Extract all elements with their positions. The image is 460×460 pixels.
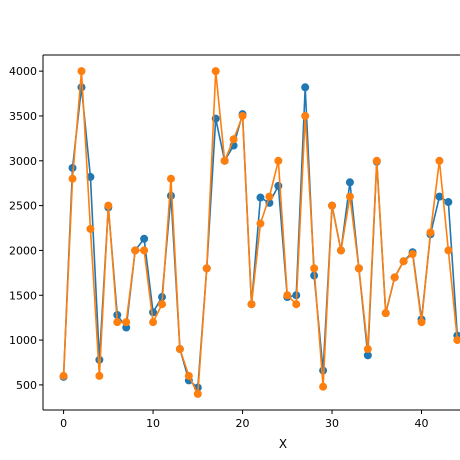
y-tick-label: 500 xyxy=(16,379,37,392)
series-2-point xyxy=(104,201,113,210)
series-1-point xyxy=(274,181,283,190)
series-2-point xyxy=(211,67,220,76)
series-1-point xyxy=(256,193,265,202)
series-1-point xyxy=(140,234,149,243)
series-2-point xyxy=(131,246,140,255)
x-tick-label: 20 xyxy=(236,417,250,430)
series-2-point xyxy=(113,318,122,327)
series-2-point xyxy=(354,264,363,273)
series-2-point xyxy=(408,250,417,259)
series-2-point xyxy=(238,111,247,120)
series-2-point xyxy=(363,345,372,354)
series-2-point xyxy=(417,318,426,327)
series-2-point xyxy=(283,291,292,300)
series-1-point xyxy=(301,83,310,92)
y-tick-label: 3500 xyxy=(9,110,37,123)
series-2-point xyxy=(301,111,310,120)
series-2-point xyxy=(381,309,390,318)
series-1-point xyxy=(95,355,104,364)
series-1-point xyxy=(86,172,95,181)
series-2-point xyxy=(86,224,95,233)
x-tick-label: 10 xyxy=(146,417,160,430)
series-2-point xyxy=(345,192,354,201)
y-tick-label: 1500 xyxy=(9,289,37,302)
x-tick-label: 30 xyxy=(325,417,339,430)
series-2-point xyxy=(310,264,319,273)
x-axis-ticks: 0 10 20 30 40 xyxy=(60,410,429,430)
series-2-point xyxy=(220,156,229,165)
series-1-line xyxy=(62,86,459,389)
series-2-point xyxy=(453,336,460,345)
series-2-point xyxy=(319,382,328,391)
series-2-point xyxy=(328,201,337,210)
series-2-point xyxy=(140,246,149,255)
series-2-point xyxy=(256,219,265,228)
series-1-point xyxy=(435,192,444,201)
series-2-point xyxy=(95,371,104,380)
series-2-point xyxy=(175,345,184,354)
series-2-point xyxy=(399,257,408,266)
axes-frame xyxy=(42,54,460,411)
series-1-point xyxy=(363,351,372,360)
y-tick-label: 2500 xyxy=(9,200,37,213)
series-1-point xyxy=(68,163,77,172)
y-tick-label: 4000 xyxy=(9,65,37,78)
x-axis-label: X xyxy=(279,437,287,451)
y-tick-label: 3000 xyxy=(9,155,37,168)
series-2-point xyxy=(372,156,381,165)
series-2-point xyxy=(336,246,345,255)
series-layer xyxy=(59,67,460,398)
series-2-point xyxy=(444,246,453,255)
series-2-point xyxy=(158,300,167,309)
series-2-point xyxy=(247,300,256,309)
x-tick-label: 40 xyxy=(415,417,429,430)
series-2-point xyxy=(122,318,131,327)
series-2-point xyxy=(229,135,238,144)
series-2-line xyxy=(62,70,459,395)
y-tick-label: 1000 xyxy=(9,334,37,347)
series-2-point xyxy=(193,389,202,398)
y-axis-ticks: 500 1000 1500 2000 2500 3000 3500 4000 xyxy=(9,65,43,392)
series-1-point xyxy=(345,178,354,187)
y-tick-label: 2000 xyxy=(9,244,37,257)
series-2-point xyxy=(426,228,435,237)
series-2-point xyxy=(59,371,68,380)
series-2-point xyxy=(265,192,274,201)
x-tick-label: 0 xyxy=(60,417,67,430)
series-2-point xyxy=(435,156,444,165)
plot-area xyxy=(59,67,460,398)
series-2-point xyxy=(274,156,283,165)
series-2-point xyxy=(166,174,175,183)
series-1-point xyxy=(444,198,453,207)
series-2-point xyxy=(390,273,399,282)
series-2-point xyxy=(68,174,77,183)
series-2-point xyxy=(202,264,211,273)
series-2-point xyxy=(184,371,193,380)
series-2-point xyxy=(149,318,158,327)
series-2-point xyxy=(77,67,86,76)
series-2-point xyxy=(292,300,301,309)
